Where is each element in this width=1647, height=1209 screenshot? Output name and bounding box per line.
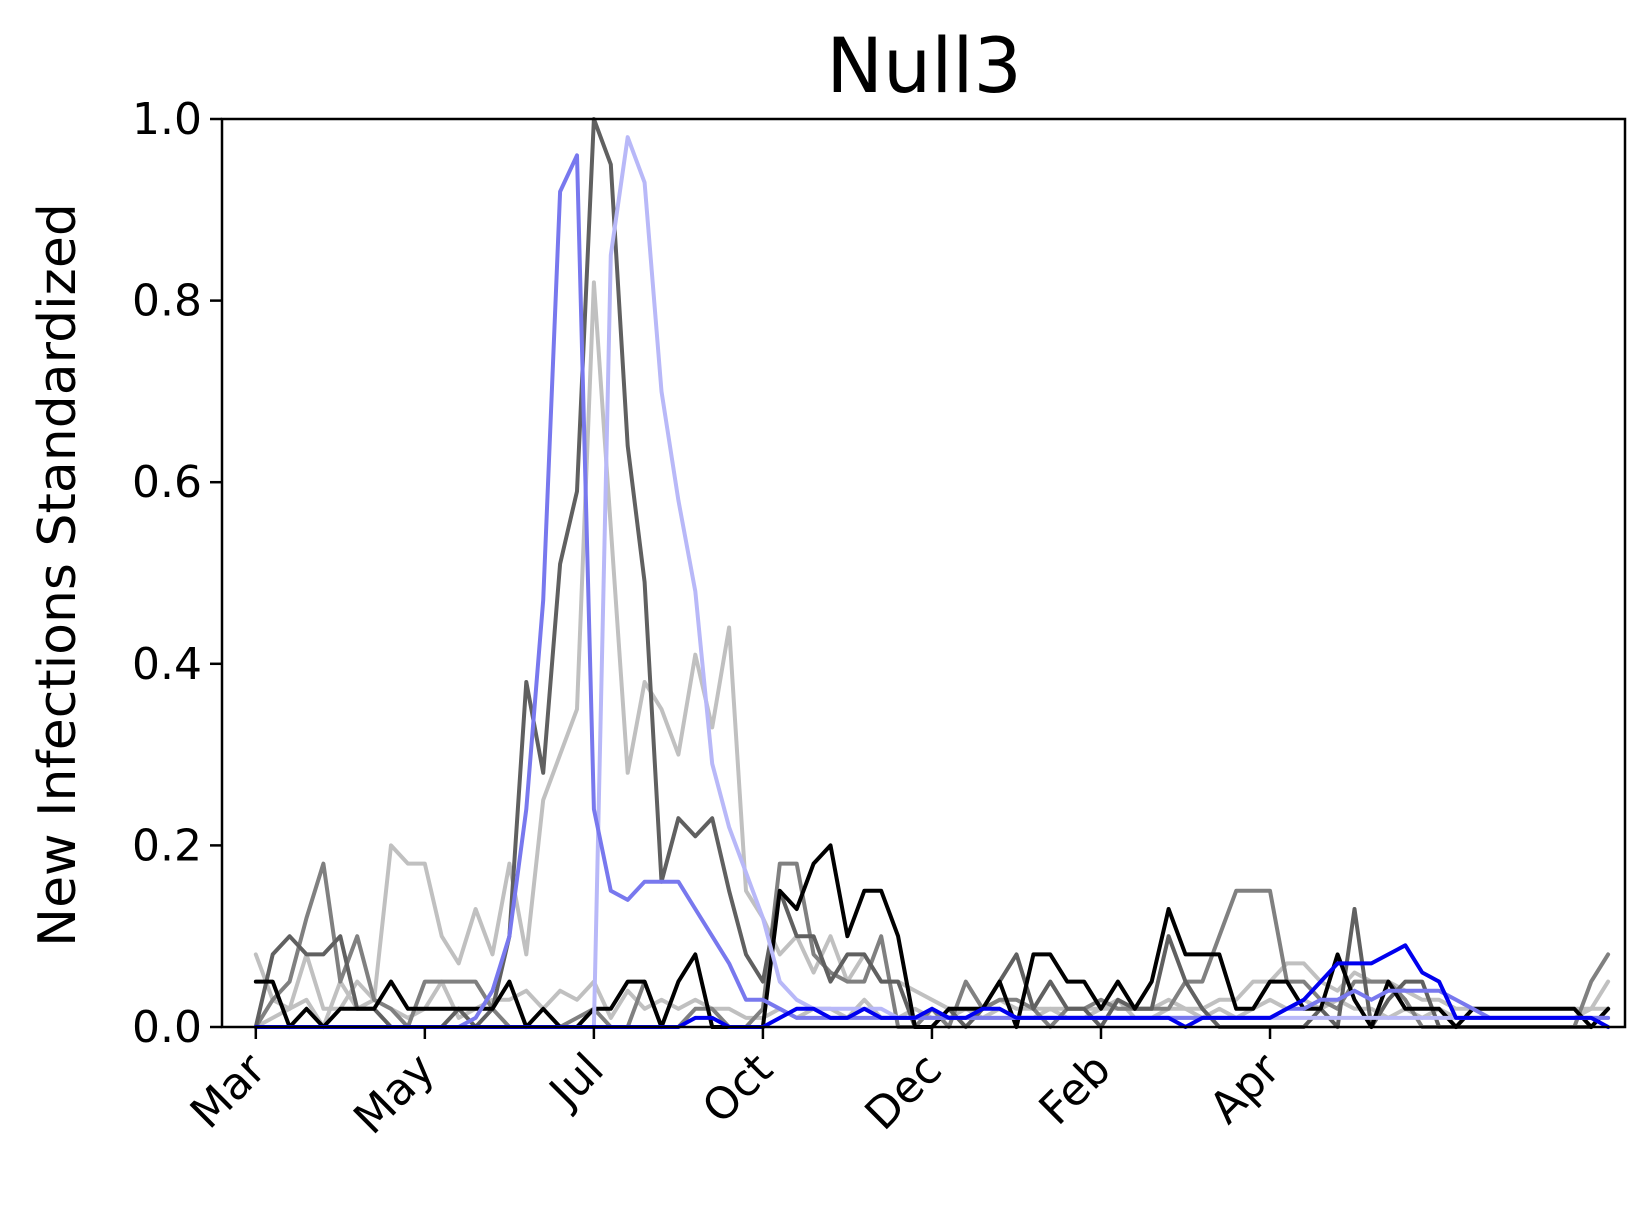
y-tick-label: 0.2	[132, 820, 202, 871]
series-line-7	[253, 153, 1611, 1029]
y-axis-label: New Infections Standardized	[28, 203, 88, 947]
x-axis-ticks: Mar May Jul Oct Dec Feb Apr	[181, 1027, 1291, 1144]
x-tick-label: May	[344, 1044, 444, 1144]
chart-title: Null3	[826, 21, 1022, 110]
x-tick-label: Dec	[855, 1044, 951, 1140]
x-tick-label: Apr	[1200, 1043, 1291, 1134]
y-tick-label: 0.8	[132, 276, 202, 327]
y-tick-label: 0.4	[132, 639, 202, 690]
plot-area: 0.0 0.2 0.4 0.6 0.8 1.0 Mar May Jul Oct Dec Feb Apr	[132, 94, 1627, 1144]
y-tick-label: 0.0	[132, 1002, 202, 1053]
series-line-4	[253, 117, 1611, 1029]
series-line-6	[253, 135, 1611, 1029]
x-tick-label: Jul	[538, 1044, 614, 1120]
x-tick-label: Mar	[181, 1043, 276, 1138]
series-layer	[253, 117, 1611, 1029]
x-tick-label: Feb	[1030, 1044, 1121, 1135]
axes-frame	[220, 117, 1627, 1029]
y-tick-label: 1.0	[132, 94, 202, 145]
x-tick-label: Oct	[693, 1044, 783, 1134]
series-line-2	[253, 280, 1611, 1029]
y-axis-ticks: 0.0 0.2 0.4 0.6 0.8 1.0	[132, 94, 222, 1053]
y-tick-label: 0.6	[132, 457, 202, 508]
